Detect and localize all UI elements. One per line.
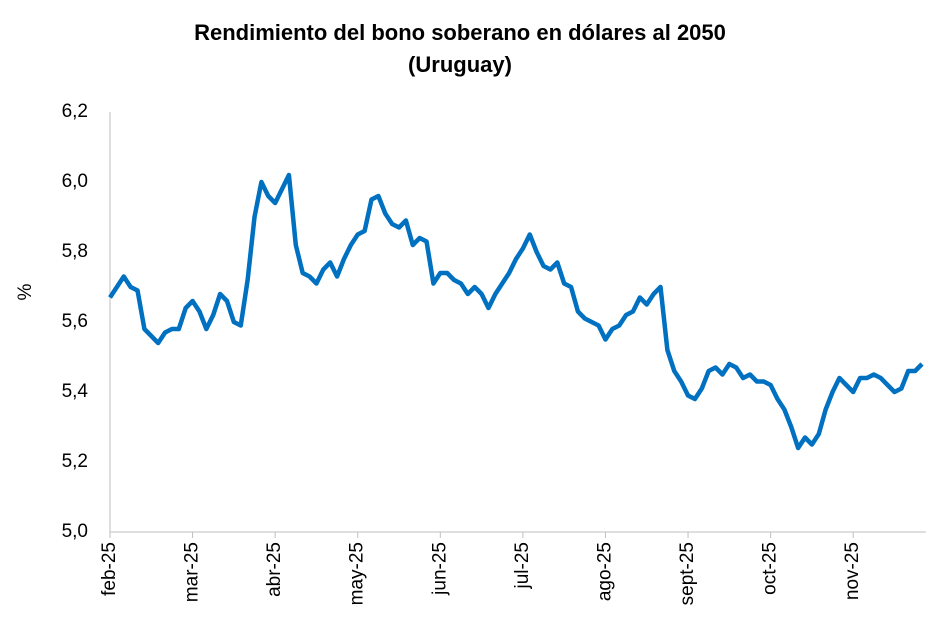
x-tick-label: sept-25 [677,542,698,605]
y-tick-label: 6,2 [62,101,88,122]
x-tick-label: nov-25 [842,542,863,600]
y-tick-label: 5,0 [62,521,88,542]
x-tick-label: abr-25 [264,542,285,597]
x-tick-label: jun-25 [429,542,450,596]
y-tick-label: 5,4 [62,381,89,402]
x-tick-label: jul-25 [512,542,533,589]
y-tick-label: 5,6 [62,311,88,332]
y-tick-label: 5,2 [62,451,88,472]
chart-title: Rendimiento del bono soberano en dólares… [194,20,726,45]
line-series [108,172,924,451]
y-axis-label: % [15,283,36,300]
chart-subtitle: (Uruguay) [408,52,512,77]
y-tick-label: 5,8 [62,241,88,262]
y-tick-label: 6,0 [62,171,88,192]
x-tick-label: may-25 [347,542,368,605]
x-tick-label: ago-25 [594,542,615,601]
x-tick-label: feb-25 [99,542,120,596]
x-tick-label: mar-25 [182,542,203,602]
x-tick-label: oct-25 [760,542,781,595]
